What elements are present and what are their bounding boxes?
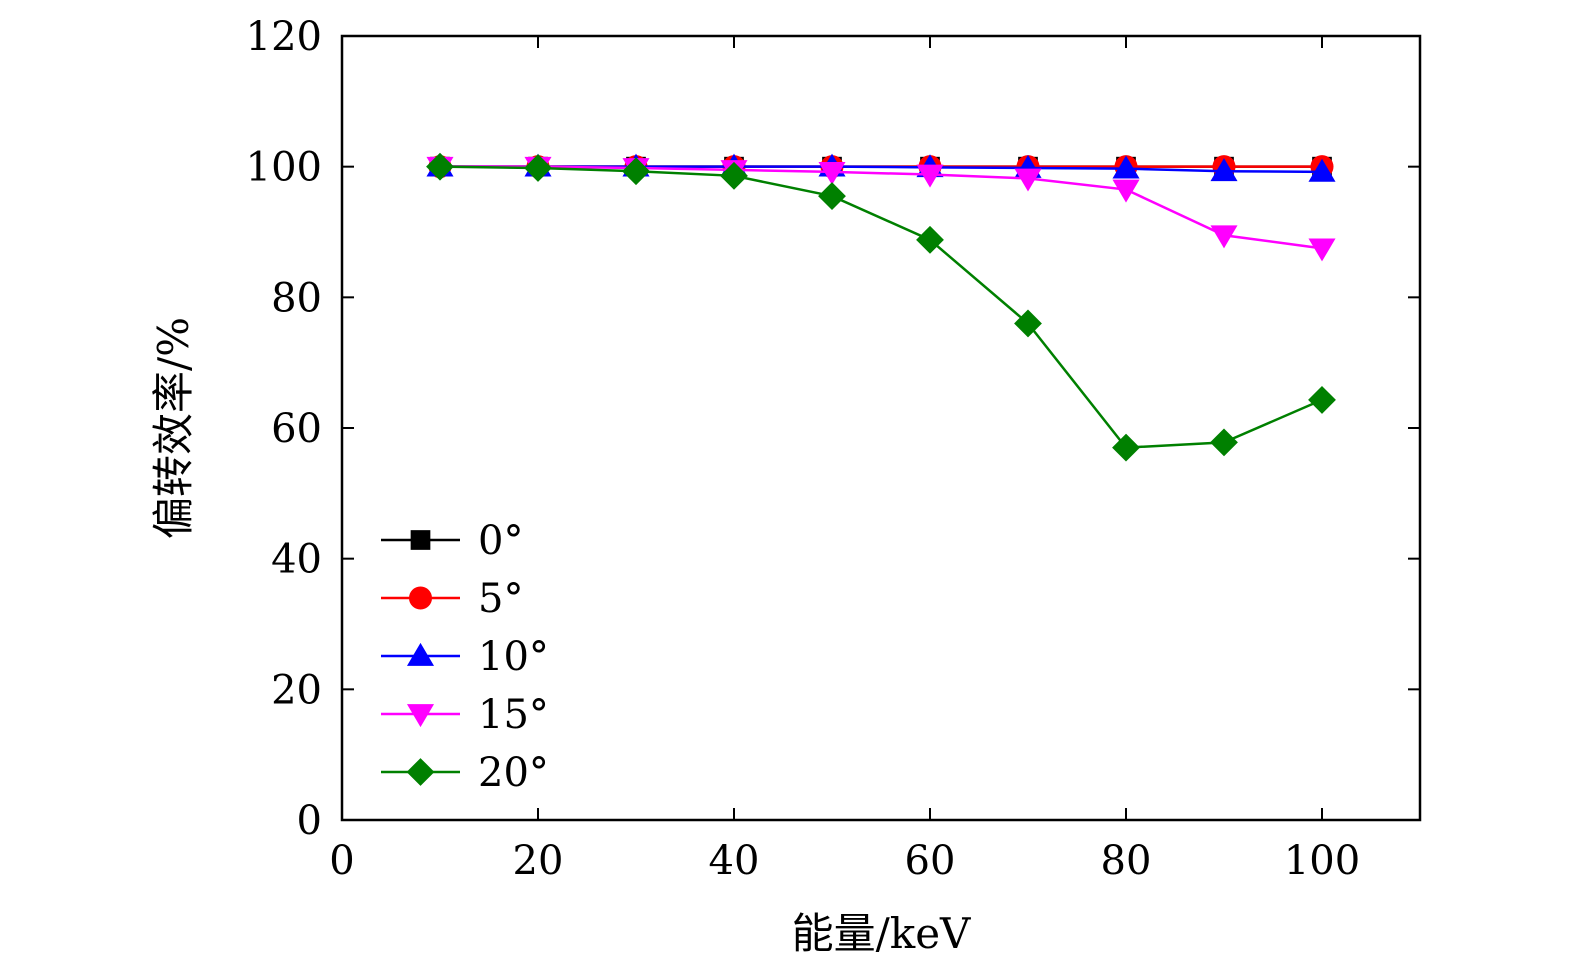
legend-label: 0° bbox=[478, 518, 523, 564]
legend-label: 10° bbox=[478, 634, 549, 680]
data-point bbox=[1014, 168, 1042, 192]
data-point bbox=[818, 162, 846, 185]
y-tick-label: 100 bbox=[246, 145, 322, 191]
series-line bbox=[439, 165, 1323, 449]
series-line bbox=[440, 165, 1323, 250]
legend-marker bbox=[406, 758, 435, 786]
data-point bbox=[720, 161, 748, 190]
data-point bbox=[1308, 238, 1336, 262]
legend-marker bbox=[410, 530, 431, 550]
data-point bbox=[1112, 433, 1140, 462]
series-4 bbox=[426, 152, 1336, 462]
y-tick-label: 80 bbox=[271, 275, 322, 321]
legend-item: 20° bbox=[381, 750, 549, 796]
x-tick-label: 20 bbox=[513, 838, 564, 884]
legend-item: 10° bbox=[381, 634, 549, 680]
series-layer bbox=[426, 152, 1336, 462]
data-point bbox=[1112, 179, 1140, 203]
data-point bbox=[1112, 155, 1140, 179]
data-point bbox=[1014, 309, 1042, 338]
y-tick-label: 0 bbox=[297, 798, 322, 844]
data-point bbox=[1308, 385, 1336, 414]
legend-marker bbox=[406, 642, 435, 666]
x-tick-label: 100 bbox=[1284, 838, 1360, 884]
legend-label: 5° bbox=[478, 576, 523, 622]
y-tick-label: 120 bbox=[246, 14, 322, 60]
x-tick-label: 80 bbox=[1101, 838, 1152, 884]
legend-item: 15° bbox=[381, 692, 549, 738]
series-3 bbox=[426, 156, 1336, 262]
legend-marker bbox=[409, 586, 432, 610]
legend-item: 0° bbox=[381, 518, 523, 564]
legend: 0° 5° 10° 15° 20° bbox=[381, 518, 549, 796]
data-point bbox=[1210, 158, 1238, 182]
data-point bbox=[1210, 428, 1238, 457]
x-tick-label: 40 bbox=[709, 838, 760, 884]
y-tick-label: 40 bbox=[271, 537, 322, 583]
data-point bbox=[916, 225, 944, 254]
x-tick-label: 0 bbox=[329, 838, 354, 884]
data-point bbox=[524, 154, 552, 182]
data-point bbox=[426, 152, 454, 181]
y-axis-label: 偏转效率/% bbox=[149, 317, 198, 539]
legend-marker bbox=[406, 704, 435, 728]
data-point bbox=[1210, 225, 1238, 249]
legend-item: 5° bbox=[381, 576, 523, 622]
y-tick-label: 60 bbox=[271, 406, 322, 452]
data-point bbox=[818, 182, 846, 210]
y-tick-label: 20 bbox=[271, 667, 322, 713]
legend-label: 15° bbox=[478, 692, 549, 738]
data-point bbox=[1308, 158, 1336, 182]
legend-label: 20° bbox=[478, 750, 549, 796]
data-point bbox=[622, 157, 650, 186]
axis-ticks: 0 20 40 60 80 100 0 20 40 60 80 100 120 bbox=[246, 14, 1420, 884]
x-tick-label: 60 bbox=[905, 838, 956, 884]
data-point bbox=[916, 164, 944, 188]
x-axis-label: 能量/keV bbox=[792, 909, 971, 958]
